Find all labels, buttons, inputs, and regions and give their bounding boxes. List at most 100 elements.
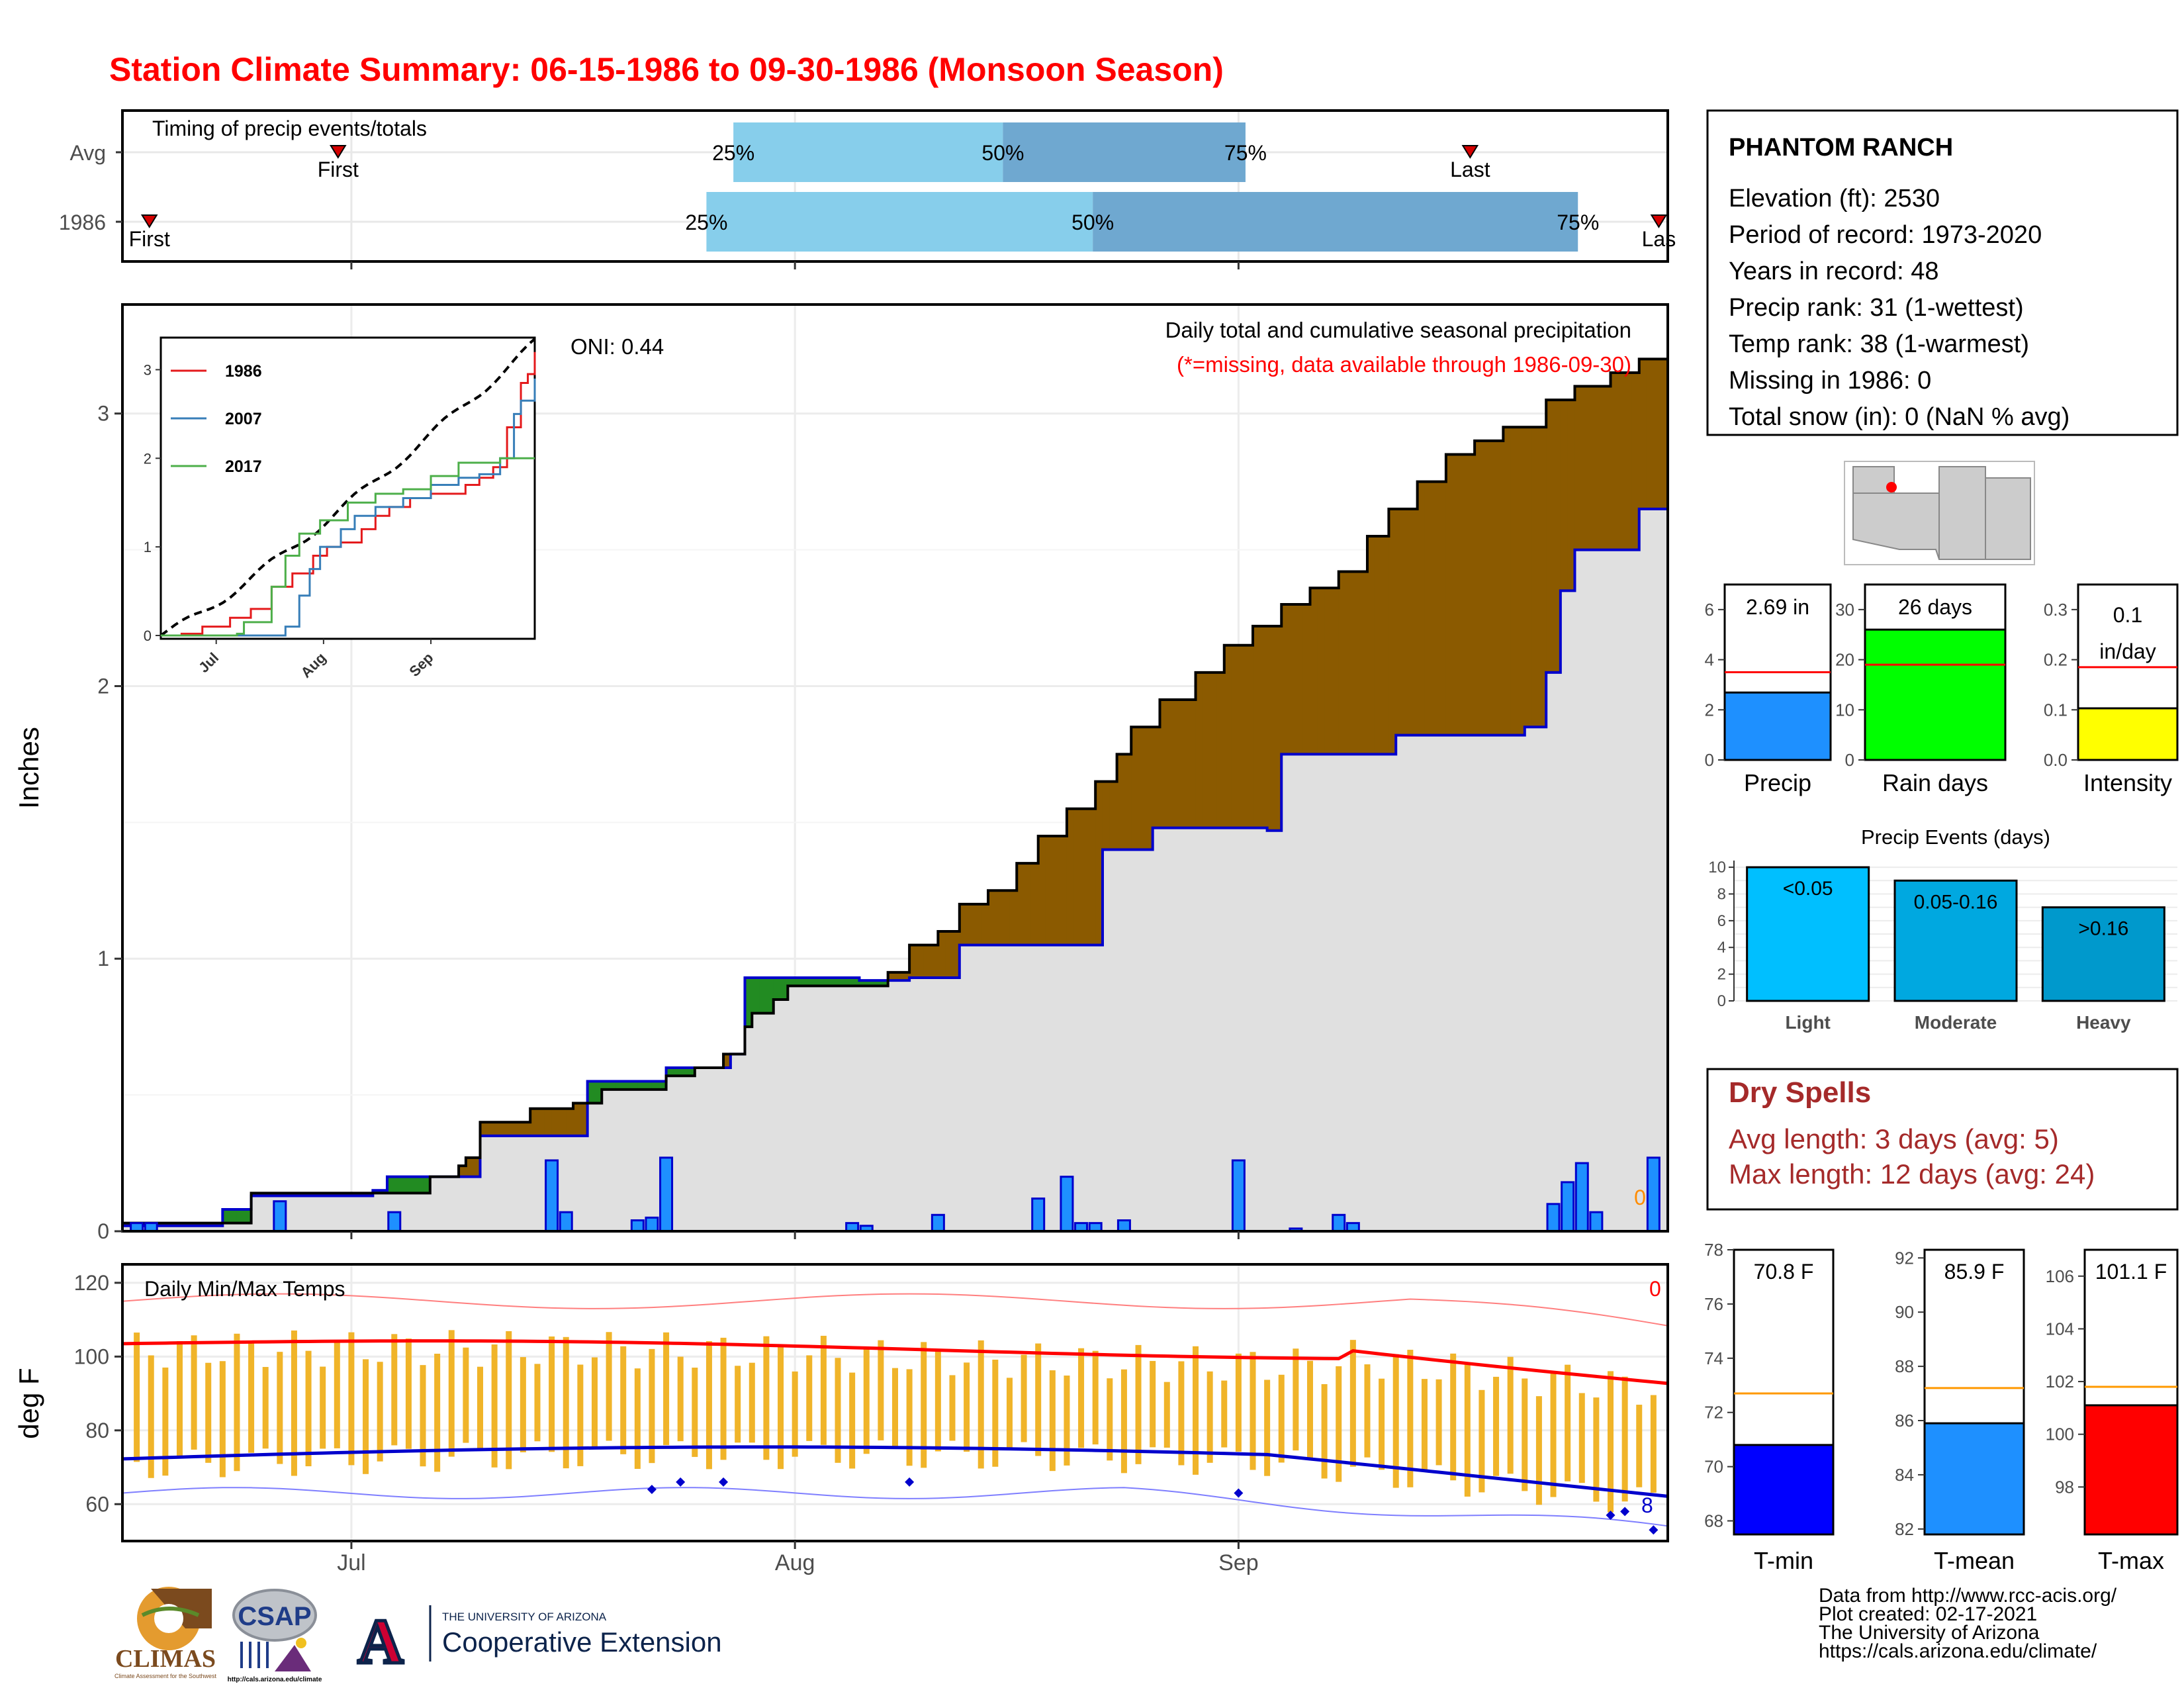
daily-temp-range-bar [649, 1348, 655, 1464]
daily-precip-bar [645, 1216, 659, 1233]
temp-value-bar [1733, 1444, 1835, 1536]
inset-legend-label: 1986 [225, 362, 262, 381]
summary-value-bar [1723, 691, 1832, 761]
daily-temp-range-bar [1235, 1353, 1242, 1452]
daily-temp-range-bar [1035, 1343, 1042, 1456]
daily-temp-range-bar [405, 1338, 412, 1449]
precip-events-category: Light [1785, 1012, 1830, 1033]
inset-y-tick: 2 [144, 450, 152, 467]
daily-temp-range-bar [1650, 1395, 1657, 1493]
missing-note: (*=missing, data available through 1986-… [1177, 352, 1631, 377]
timing-bar-q50-q75 [1093, 192, 1578, 252]
precip-events-chart: Precip Events (days) 0 2 4 6 8 10 <0.05 Light 0.… [1708, 825, 2177, 1033]
daily-temp-range-bar [1464, 1363, 1471, 1497]
summary-bar-label: Rain days [1882, 769, 1988, 796]
locator-map [1844, 461, 2035, 565]
daily-temp-range-bar [964, 1362, 970, 1452]
daily-temp-range-bar [1278, 1374, 1285, 1463]
station-line: Temp rank: 38 (1-warmest) [1729, 330, 2029, 358]
inset-legend-label: 2007 [225, 410, 262, 428]
daily-temp-range-bar [992, 1359, 999, 1467]
daily-temp-range-bar [463, 1347, 469, 1443]
summary-value-label: 26 days [1898, 595, 1972, 619]
events-y-tick: 8 [1717, 885, 1726, 903]
climas-subtitle: Climate Assessment for the Southwest [114, 1673, 217, 1679]
record-low-marker [1606, 1510, 1615, 1520]
daily-temp-range-bar [892, 1368, 898, 1448]
daily-precip-bar [1646, 1156, 1661, 1233]
ua-extension: Cooperative Extension [442, 1626, 722, 1658]
university-of-arizona-logo: A THE UNIVERSITY OF ARIZONA Cooperative … [356, 1605, 722, 1679]
summary-value-label: in/day [2099, 639, 2156, 663]
temp-missing-label: 0 [1649, 1277, 1661, 1301]
daily-temp-range-bar [606, 1332, 612, 1441]
daily-temp-range-bar [1450, 1353, 1457, 1481]
temp-ylabel: deg F [13, 1368, 44, 1438]
daily-temp-range-bar [1479, 1389, 1485, 1493]
daily-precip-bar [1031, 1197, 1046, 1233]
temp-bar-t-min: 68 70 72 74 76 78 70.8 F T-min [1704, 1240, 1835, 1574]
temp-value-label: 70.8 F [1754, 1260, 1814, 1284]
precip-events-bar-label: 0.05-0.16 [1914, 891, 1998, 913]
csap-logo: CSAP http://cals.arizona.edu/climate [228, 1589, 322, 1683]
temp-summary-bars: 68 70 72 74 76 78 70.8 F T-min 82 84 86 88 90 92 85.9 … [1704, 1240, 2179, 1574]
credits: Data from http://www.rcc-acis.org/ Plot … [1819, 1585, 2117, 1662]
timing-quantile-label: 50% [981, 141, 1024, 165]
daily-temp-range-bar [1535, 1396, 1542, 1505]
timing-bar-q25-q50 [706, 192, 1093, 252]
inset-line-2017 [161, 457, 535, 637]
avg-max-temp-line [122, 1339, 1668, 1385]
daily-temp-range-bar [1064, 1375, 1070, 1466]
avg-cumulative-line [122, 495, 1669, 1227]
precip-subtitle: Daily total and cumulative seasonal prec… [1165, 318, 1631, 342]
daily-temp-range-bar [778, 1346, 784, 1470]
daily-temp-range-bar [248, 1342, 255, 1453]
daily-temp-range-bar [735, 1366, 741, 1443]
summary-y-tick: 2 [1705, 700, 1714, 720]
daily-temp-range-bar [1107, 1378, 1113, 1461]
daily-temp-range-bar [520, 1357, 526, 1452]
daily-temp-range-bar [906, 1369, 913, 1466]
daily-temp-range-bar [863, 1347, 870, 1454]
temp-y-tick: 88 [1895, 1356, 1914, 1376]
station-line: Period of record: 1973-2020 [1729, 221, 2042, 249]
daily-temp-range-bar [692, 1368, 698, 1457]
station-line: Precip rank: 31 (1-wettest) [1729, 294, 2024, 322]
timing-quantile-label: 25% [712, 141, 754, 165]
daily-temp-range-bar [878, 1340, 884, 1440]
summary-y-tick: 0 [1845, 750, 1854, 770]
temp-bar-t-mean: 82 84 86 88 90 92 85.9 F T-mean [1895, 1248, 2025, 1574]
daily-temp-range-bar [506, 1331, 512, 1470]
inset-y-tick: 3 [144, 361, 152, 378]
station-line: Years in record: 48 [1729, 258, 1939, 285]
daily-temp-range-bar [391, 1334, 398, 1446]
daily-temp-range-bar [1636, 1405, 1643, 1487]
daily-precip-bar [1060, 1176, 1074, 1233]
daily-temp-range-bar [1021, 1354, 1027, 1442]
daily-precip-bar [273, 1200, 287, 1233]
daily-temp-range-bar [320, 1366, 326, 1449]
precip-events-category: Heavy [2076, 1012, 2131, 1033]
season-cumulative-line [122, 357, 1668, 1225]
precip-events-bar [2041, 906, 2165, 1002]
precip-y-tick: 3 [97, 402, 109, 426]
summary-y-tick: 10 [1835, 700, 1854, 720]
temp-y-tick: 70 [1704, 1457, 1723, 1477]
daily-temp-range-bar [549, 1336, 555, 1452]
dry-spells-avg: Avg length: 3 days (avg: 5) [1729, 1123, 2059, 1154]
timing-marker-label: Last [1450, 158, 1490, 181]
daily-temp-range-bar [792, 1371, 798, 1457]
temp-y-tick: 90 [1895, 1302, 1914, 1322]
daily-temp-range-bar [1049, 1370, 1056, 1472]
daily-precip-bar [1546, 1203, 1561, 1233]
dry-spells-title: Dry Spells [1729, 1076, 1871, 1109]
daily-temp-range-bar [420, 1365, 426, 1467]
daily-temp-range-bar [1621, 1376, 1628, 1502]
daily-precip-bar [559, 1211, 573, 1233]
temp-bar-label: T-min [1754, 1547, 1813, 1574]
daily-precip-bar [1231, 1159, 1246, 1233]
daily-temp-range-bar [663, 1332, 670, 1446]
daily-temp-range-bar [720, 1337, 727, 1460]
summary-bar-label: Precip [1744, 769, 1811, 796]
precip-events-bar-label: >0.16 [2078, 918, 2128, 940]
